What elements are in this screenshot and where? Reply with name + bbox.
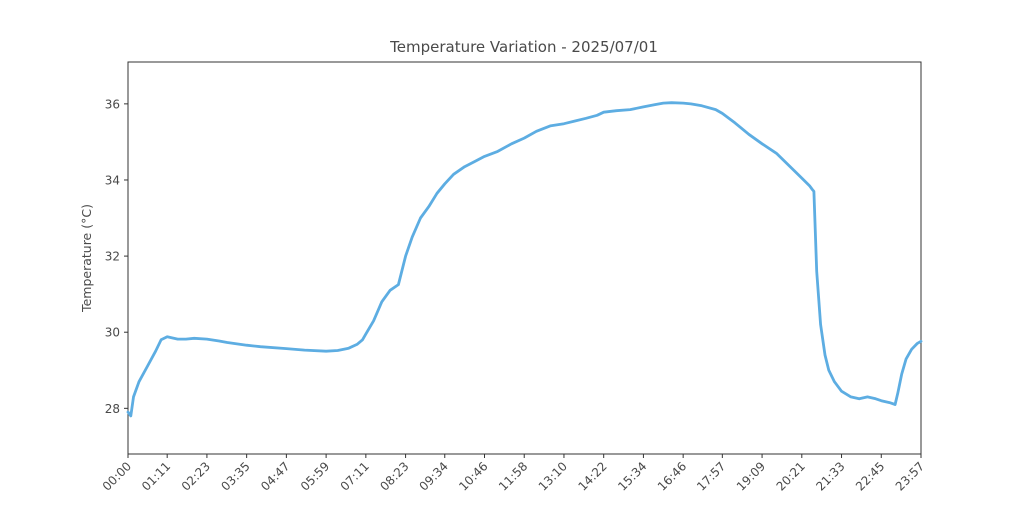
y-tick-label: 28 (105, 402, 120, 416)
x-tick-label: 15:34 (615, 459, 649, 493)
y-axis: 28 30 32 34 36 (105, 97, 128, 416)
x-tick-label: 16:46 (655, 459, 689, 493)
x-tick-label: 22:45 (853, 459, 887, 493)
x-tick-label: 07:11 (338, 459, 372, 493)
x-tick-label: 17:57 (694, 459, 728, 493)
x-tick-label: 19:09 (734, 459, 768, 493)
x-tick-label: 23:57 (893, 459, 927, 493)
x-tick-label: 02:23 (179, 459, 213, 493)
y-axis-label: Temperature (°C) (79, 204, 94, 313)
x-tick-label: 20:21 (774, 459, 808, 493)
x-tick-label: 01:11 (139, 459, 173, 493)
x-tick-label: 08:23 (377, 459, 411, 493)
x-tick-label: 00:00 (100, 459, 134, 493)
x-tick-label: 04:47 (258, 459, 292, 493)
y-tick-label: 30 (105, 326, 120, 340)
y-tick-label: 36 (105, 97, 120, 111)
chart-title: Temperature Variation - 2025/07/01 (389, 38, 658, 56)
x-tick-label: 14:22 (575, 459, 609, 493)
x-tick-label: 21:33 (813, 459, 847, 493)
x-tick-label: 10:46 (456, 459, 490, 493)
x-tick-label: 05:59 (298, 459, 332, 493)
y-tick-label: 32 (105, 250, 120, 264)
temperature-series-line (126, 101, 923, 418)
x-tick-label: 03:35 (218, 459, 252, 493)
x-axis-label: T (508, 509, 517, 512)
x-tick-label: 13:10 (536, 459, 570, 493)
plot-border (127, 61, 922, 455)
x-tick-label: 09:34 (417, 459, 451, 493)
plot-area (127, 61, 922, 455)
y-tick-label: 34 (105, 173, 120, 187)
x-tick-label: 11:58 (496, 459, 530, 493)
series-layer (126, 101, 923, 418)
x-axis: 00:00 01:11 02:23 03:35 04:47 05:59 07:11 08:23… (100, 454, 927, 494)
